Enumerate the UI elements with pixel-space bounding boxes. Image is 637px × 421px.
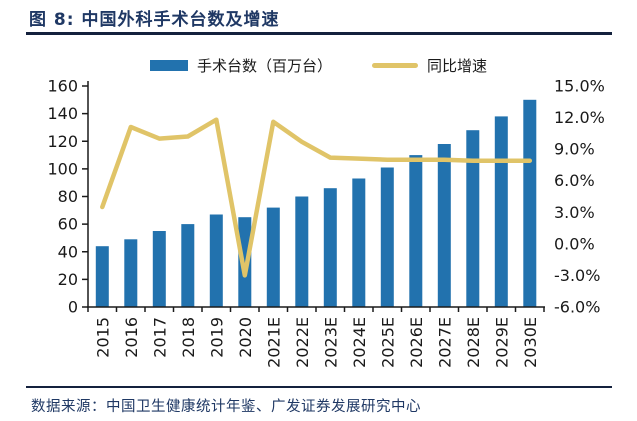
right-axis-tick-label: 15.0% <box>554 77 605 96</box>
left-axis-tick-label: 140 <box>47 104 78 123</box>
chart-legend: 手术台数（百万台） 同比增速 <box>0 55 637 76</box>
x-axis-tick-label: 2017 <box>150 317 169 358</box>
x-axis-tick-label: 2023E <box>321 317 340 368</box>
x-axis-tick-label: 2022E <box>293 317 312 368</box>
bar-2020 <box>238 217 252 307</box>
x-axis-tick-label: 2030E <box>521 317 540 368</box>
left-axis-tick-label: 60 <box>58 215 78 234</box>
line-series-swatch-icon <box>372 63 418 68</box>
x-axis-tick-label: 2019 <box>207 317 226 358</box>
bar-series-swatch-icon <box>149 60 188 71</box>
bar-2028E <box>466 130 480 307</box>
right-axis-tick-label: 9.0% <box>554 140 595 159</box>
right-axis-tick-label: -6.0% <box>554 298 600 317</box>
figure-title: 图 8: 中国外科手术台数及增速 <box>29 10 280 30</box>
right-axis-tick-label: 6.0% <box>554 171 595 190</box>
bar-2018 <box>181 224 195 307</box>
legend-item-bar-series: 手术台数（百万台） <box>149 55 332 76</box>
bar-2017 <box>152 231 166 307</box>
bar-2023E <box>323 188 337 307</box>
data-source-note: 数据来源：中国卫生健康统计年鉴、广发证券发展研究中心 <box>31 399 421 415</box>
left-axis-tick-label: 160 <box>47 77 78 96</box>
left-axis-tick-label: 40 <box>58 242 78 261</box>
legend-item-line-series: 同比增速 <box>372 55 487 76</box>
right-axis-tick-label: 3.0% <box>554 203 595 222</box>
bar-2030E <box>523 99 537 307</box>
left-axis-tick-label: 20 <box>58 270 78 289</box>
x-axis-tick-label: 2021E <box>264 317 283 368</box>
bar-2021E <box>266 207 280 307</box>
left-axis-tick-label: 0 <box>68 298 78 317</box>
right-axis-tick-label: -3.0% <box>554 266 600 285</box>
x-axis-tick-label: 2027E <box>435 317 454 368</box>
bar-2022E <box>295 196 309 307</box>
footer-divider <box>26 386 612 388</box>
bar-2025E <box>380 167 394 307</box>
right-axis-tick-label: 12.0% <box>554 108 605 127</box>
growth-line <box>100 117 533 278</box>
title-divider <box>26 32 612 35</box>
bar-2024E <box>352 178 366 307</box>
x-axis-tick-label: 2024E <box>350 317 369 368</box>
left-axis-tick-label: 120 <box>47 132 78 151</box>
x-axis-tick-label: 2015 <box>93 317 112 358</box>
left-axis-tick-label: 80 <box>58 187 78 206</box>
bar-2026E <box>409 155 423 307</box>
x-axis-tick-label: 2018 <box>179 317 198 358</box>
bar-2016 <box>124 239 138 307</box>
x-axis-tick-label: 2016 <box>122 317 141 358</box>
x-axis-tick-label: 2020 <box>236 317 255 358</box>
left-axis-tick-label: 100 <box>47 159 78 178</box>
x-axis-tick-label: 2026E <box>407 317 426 368</box>
bar-2029E <box>494 116 508 308</box>
x-axis-tick-label: 2025E <box>378 317 397 368</box>
bar-2019 <box>209 214 223 307</box>
x-axis-tick-label: 2029E <box>492 317 511 368</box>
legend-label-line-series: 同比增速 <box>427 57 488 75</box>
right-axis-tick-label: 0.0% <box>554 234 595 253</box>
x-axis-tick-label: 2028E <box>464 317 483 368</box>
bar-2027E <box>437 144 451 307</box>
bar-2015 <box>95 246 109 307</box>
legend-label-bar-series: 手术台数（百万台） <box>196 57 332 75</box>
